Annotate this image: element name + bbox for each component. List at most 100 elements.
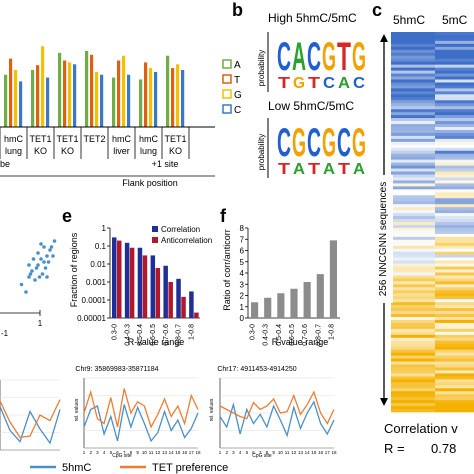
panel-f-y-tick-label: 5 [240,258,245,267]
panel-c-cell-5hmc [391,97,435,101]
panel-b-high-bottom-letter: C [353,75,365,92]
panel-c-cell-5hmc [391,391,435,395]
panel-c-cell-5hmc [391,85,435,89]
panel-c-cell-5mc [435,94,474,98]
panel-e-legend-swatch [152,237,158,243]
panel-c-cell-5hmc [391,222,435,226]
panel-d-point [49,245,54,249]
panel-d-point [28,272,33,276]
panel-f-y-tick-label: 4 [240,269,245,278]
panel-a-left-label: be [0,159,10,169]
panel-g-x-tick-label: 8 [130,450,133,455]
panel-e-bar-anticorrelation [181,296,186,318]
panel-b-low-bottom-letter: T [308,161,320,178]
panel-f-x-tick-label: 0.3-0 [250,324,257,340]
panel-c-cell-5mc [435,156,474,160]
panel-f-label: f [220,206,227,226]
panel-c-cell-5hmc [391,162,435,166]
panel-d-point [19,282,24,287]
panel-c-cell-5mc [435,367,474,371]
panel-c-cell-5mc [435,135,474,140]
panel-g-mid-ylabel: rel. values [74,398,80,421]
panel-c-cell-5hmc [391,168,435,172]
panel-g-x-tick-label: 4 [239,450,242,455]
panel-g-x-tick-label: 6 [116,450,119,455]
panel-e-x-tick-label: 0.7-0.6 [163,324,170,346]
panel-a-group-label-row2: liver [113,146,130,156]
panel-c-cell-5hmc [391,88,435,92]
panel-a-legend-swatch-G [222,89,232,99]
panel-c-cell-5hmc [391,242,435,247]
panel-c-cell-5mc [435,394,474,398]
panel-c-cell-5hmc [391,147,435,152]
panel-c-cell-5mc [435,233,474,238]
panel-c-cell-5hmc [391,340,435,345]
panel-d-point [24,290,28,294]
panel-d-tick-label: 1 [38,319,43,328]
panel-g-x-tick-label: 7 [123,450,126,455]
panel-c-cell-5mc [435,293,474,297]
panel-d-point [31,257,36,261]
panel-e-ylabel: Fraction of regions [69,232,79,307]
panel-a-legend-label-A: A [234,60,241,71]
panel-e-bar-anticorrelation [142,255,148,318]
panel-a-bar-G-4 [95,71,99,127]
panel-c-cell-5mc [435,219,474,223]
panel-c-cell-5mc [435,263,474,267]
panel-c-cell-5hmc [391,79,435,83]
panel-c-cell-5mc [435,55,474,60]
panel-g-x-tick-label: 9 [272,450,275,455]
panel-e-y-tick-label: 1 [102,224,107,233]
panel-c-cell-5hmc [391,317,435,321]
panel-c-side-label-bg [375,175,393,303]
panel-a-bar-A-6 [139,79,143,127]
panel-e-x-tick-label: 0.5-0.4 [137,324,144,346]
panel-c-cell-5mc [435,144,474,149]
panel-f-y-tick-label: 7 [240,235,245,244]
panel-c-cell-5mc [435,311,474,315]
panel-c-cell-5mc [435,319,474,324]
panel-c-cell-5hmc [391,76,435,80]
panel-a-legend-swatch-T [222,74,232,84]
panel-c-cell-5hmc [391,207,435,211]
panel-c-cell-5mc [435,76,474,80]
panel-c-cell-5hmc [391,305,435,309]
panel-c-cell-5hmc [391,343,435,347]
panel-c-cell-5mc [435,328,474,333]
panel-c-cell-5mc [435,153,474,157]
panel-c-cell-5mc [435,322,474,327]
panel-a-group-label-row1: hmC [4,134,24,144]
panel-f-y-tick-label: 3 [240,280,245,289]
panel-c-cell-5mc [435,382,474,386]
panel-d-point [51,254,55,258]
panel-g-mid-xlabel: CpG site [112,453,132,459]
panel-c-cell-5hmc [391,325,435,330]
panel-c-col1-header: 5hmC [393,13,425,27]
panel-a-bar-C-2 [46,77,50,127]
panel-c-footer-r-value: 0.78 [431,441,456,456]
panel-c-cell-5hmc [391,171,435,175]
panel-b-title-high: High 5hmC/5mC [268,11,357,25]
panel-d: 1 -1 [0,239,57,338]
panel-c-cell-5hmc [391,40,435,45]
panel-c-cell-5hmc [391,115,435,119]
panel-a-group-label-row1: TET1 [56,134,78,144]
panel-a-bar-T-3 [63,60,67,127]
panel-e-bar-correlation [163,265,168,318]
panel-c-cell-5mc [435,165,474,169]
panel-g-x-tick-label: 3 [96,450,99,455]
panel-a-group-label-row1: TET1 [164,134,186,144]
panel-c-cell-5hmc [391,394,435,398]
panel-c-cell-5hmc [391,165,435,169]
panel-b-high-bottom-letter: T [308,75,320,92]
panel-c-cell-5hmc [391,349,435,353]
panel-c-cell-5hmc [391,159,435,163]
panel-c-cell-5mc [435,177,474,181]
panel-c-cell-5mc [435,189,474,193]
panel-c-cell-5hmc [391,376,435,380]
panel-c-cell-5mc [435,204,474,208]
panel-d-points [19,239,57,294]
panel-c-cell-5hmc [391,334,435,339]
panel-b-low-bottom-letter: A [293,161,305,178]
